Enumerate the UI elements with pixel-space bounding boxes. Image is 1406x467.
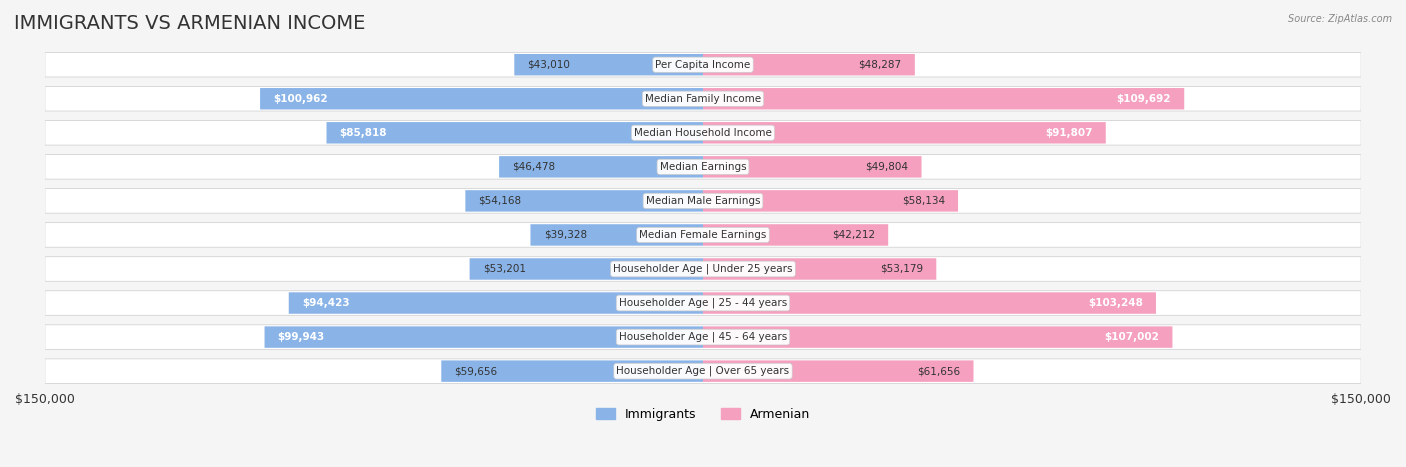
Text: Per Capita Income: Per Capita Income — [655, 60, 751, 70]
FancyBboxPatch shape — [45, 52, 1361, 77]
Text: $61,656: $61,656 — [917, 366, 960, 376]
Text: Householder Age | 25 - 44 years: Householder Age | 25 - 44 years — [619, 298, 787, 308]
Text: $49,804: $49,804 — [865, 162, 908, 172]
FancyBboxPatch shape — [45, 86, 1361, 111]
Text: $53,201: $53,201 — [482, 264, 526, 274]
FancyBboxPatch shape — [703, 326, 1173, 348]
Text: $54,168: $54,168 — [478, 196, 522, 206]
FancyBboxPatch shape — [45, 257, 1361, 281]
Text: $100,962: $100,962 — [273, 94, 328, 104]
FancyBboxPatch shape — [703, 54, 915, 76]
FancyBboxPatch shape — [288, 292, 703, 314]
Text: Median Family Income: Median Family Income — [645, 94, 761, 104]
Text: Median Female Earnings: Median Female Earnings — [640, 230, 766, 240]
Text: Median Household Income: Median Household Income — [634, 128, 772, 138]
Text: $85,818: $85,818 — [340, 128, 387, 138]
FancyBboxPatch shape — [45, 189, 1361, 213]
Text: Source: ZipAtlas.com: Source: ZipAtlas.com — [1288, 14, 1392, 24]
FancyBboxPatch shape — [703, 190, 957, 212]
FancyBboxPatch shape — [499, 156, 703, 177]
Text: $107,002: $107,002 — [1104, 332, 1160, 342]
FancyBboxPatch shape — [264, 326, 703, 348]
Text: $48,287: $48,287 — [859, 60, 901, 70]
Text: $94,423: $94,423 — [302, 298, 350, 308]
FancyBboxPatch shape — [260, 88, 703, 109]
FancyBboxPatch shape — [45, 155, 1361, 179]
FancyBboxPatch shape — [703, 292, 1156, 314]
FancyBboxPatch shape — [703, 122, 1105, 143]
FancyBboxPatch shape — [703, 156, 921, 177]
Text: $99,943: $99,943 — [278, 332, 325, 342]
Text: $42,212: $42,212 — [832, 230, 875, 240]
FancyBboxPatch shape — [45, 325, 1361, 349]
Text: Householder Age | Over 65 years: Householder Age | Over 65 years — [616, 366, 790, 376]
Text: Householder Age | Under 25 years: Householder Age | Under 25 years — [613, 264, 793, 274]
FancyBboxPatch shape — [470, 258, 703, 280]
Text: $39,328: $39,328 — [544, 230, 586, 240]
FancyBboxPatch shape — [45, 359, 1361, 383]
FancyBboxPatch shape — [441, 361, 703, 382]
FancyBboxPatch shape — [703, 88, 1184, 109]
Text: $46,478: $46,478 — [512, 162, 555, 172]
Legend: Immigrants, Armenian: Immigrants, Armenian — [591, 403, 815, 426]
Text: $53,179: $53,179 — [880, 264, 924, 274]
FancyBboxPatch shape — [465, 190, 703, 212]
Text: $109,692: $109,692 — [1116, 94, 1171, 104]
Text: $103,248: $103,248 — [1088, 298, 1143, 308]
FancyBboxPatch shape — [45, 120, 1361, 145]
Text: Median Earnings: Median Earnings — [659, 162, 747, 172]
FancyBboxPatch shape — [703, 224, 889, 246]
FancyBboxPatch shape — [45, 223, 1361, 247]
Text: $59,656: $59,656 — [454, 366, 498, 376]
Text: Householder Age | 45 - 64 years: Householder Age | 45 - 64 years — [619, 332, 787, 342]
Text: Median Male Earnings: Median Male Earnings — [645, 196, 761, 206]
Text: $43,010: $43,010 — [527, 60, 571, 70]
FancyBboxPatch shape — [45, 291, 1361, 315]
FancyBboxPatch shape — [703, 361, 973, 382]
Text: $58,134: $58,134 — [901, 196, 945, 206]
FancyBboxPatch shape — [515, 54, 703, 76]
FancyBboxPatch shape — [326, 122, 703, 143]
Text: IMMIGRANTS VS ARMENIAN INCOME: IMMIGRANTS VS ARMENIAN INCOME — [14, 14, 366, 33]
Text: $91,807: $91,807 — [1045, 128, 1092, 138]
FancyBboxPatch shape — [703, 258, 936, 280]
FancyBboxPatch shape — [530, 224, 703, 246]
